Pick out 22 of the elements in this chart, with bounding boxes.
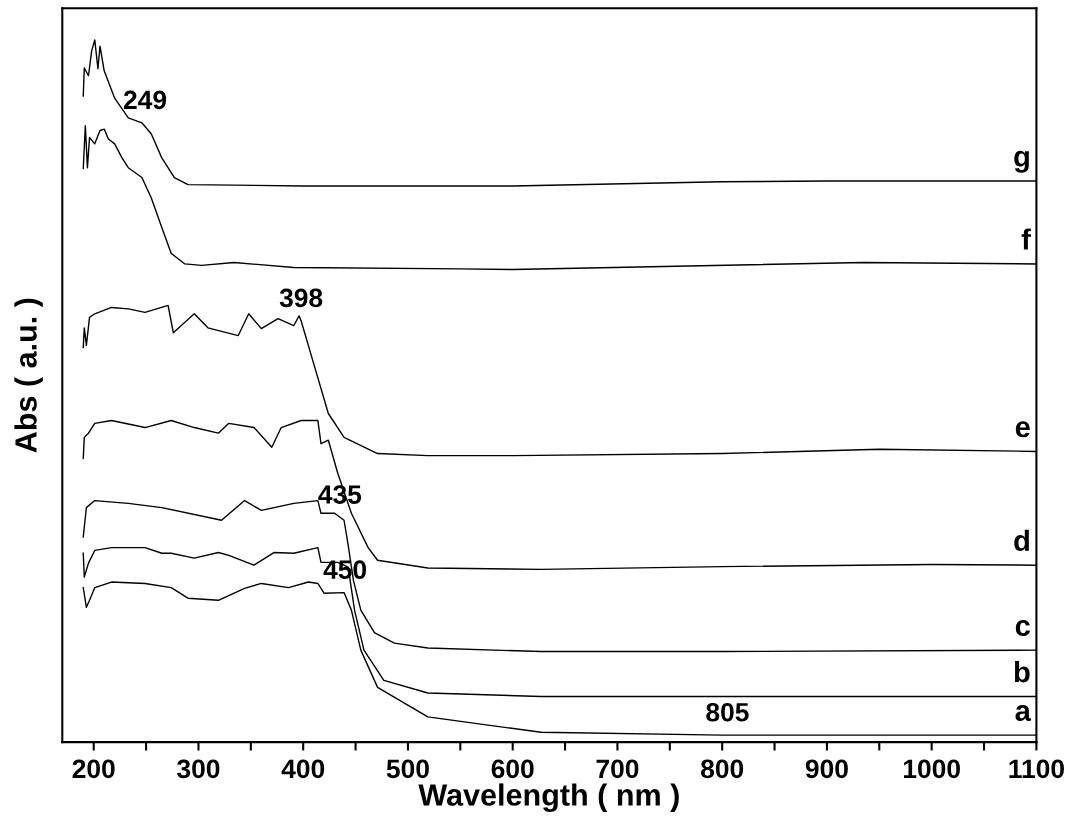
x-tick-label: 500: [386, 759, 429, 779]
series-label: b: [1014, 660, 1030, 683]
series-label: c: [1015, 620, 1030, 637]
x-tick-label: 900: [805, 759, 848, 779]
series-label: d: [1014, 529, 1029, 552]
annotation: 398: [279, 288, 323, 308]
annotation: 249: [123, 90, 167, 110]
annotation: 805: [706, 702, 749, 722]
x-tick-label: 700: [596, 759, 639, 779]
x-tick-label: 600: [491, 759, 534, 779]
series-label: a: [1015, 705, 1032, 722]
series-label: e: [1015, 421, 1030, 438]
x-axis-title: Wavelength ( nm ): [418, 783, 679, 813]
x-tick-label: 400: [281, 759, 325, 779]
x-tick-label: 800: [701, 759, 744, 779]
x-tick-label: 1100: [1009, 759, 1064, 779]
series-label: g: [1014, 150, 1029, 173]
x-tick-label: 200: [72, 759, 115, 779]
y-axis-title: Abs ( a.u. ): [14, 298, 43, 453]
x-tick-label: 1000: [903, 759, 960, 779]
series-label: f: [1021, 228, 1031, 250]
x-tick-label: 300: [177, 759, 220, 779]
